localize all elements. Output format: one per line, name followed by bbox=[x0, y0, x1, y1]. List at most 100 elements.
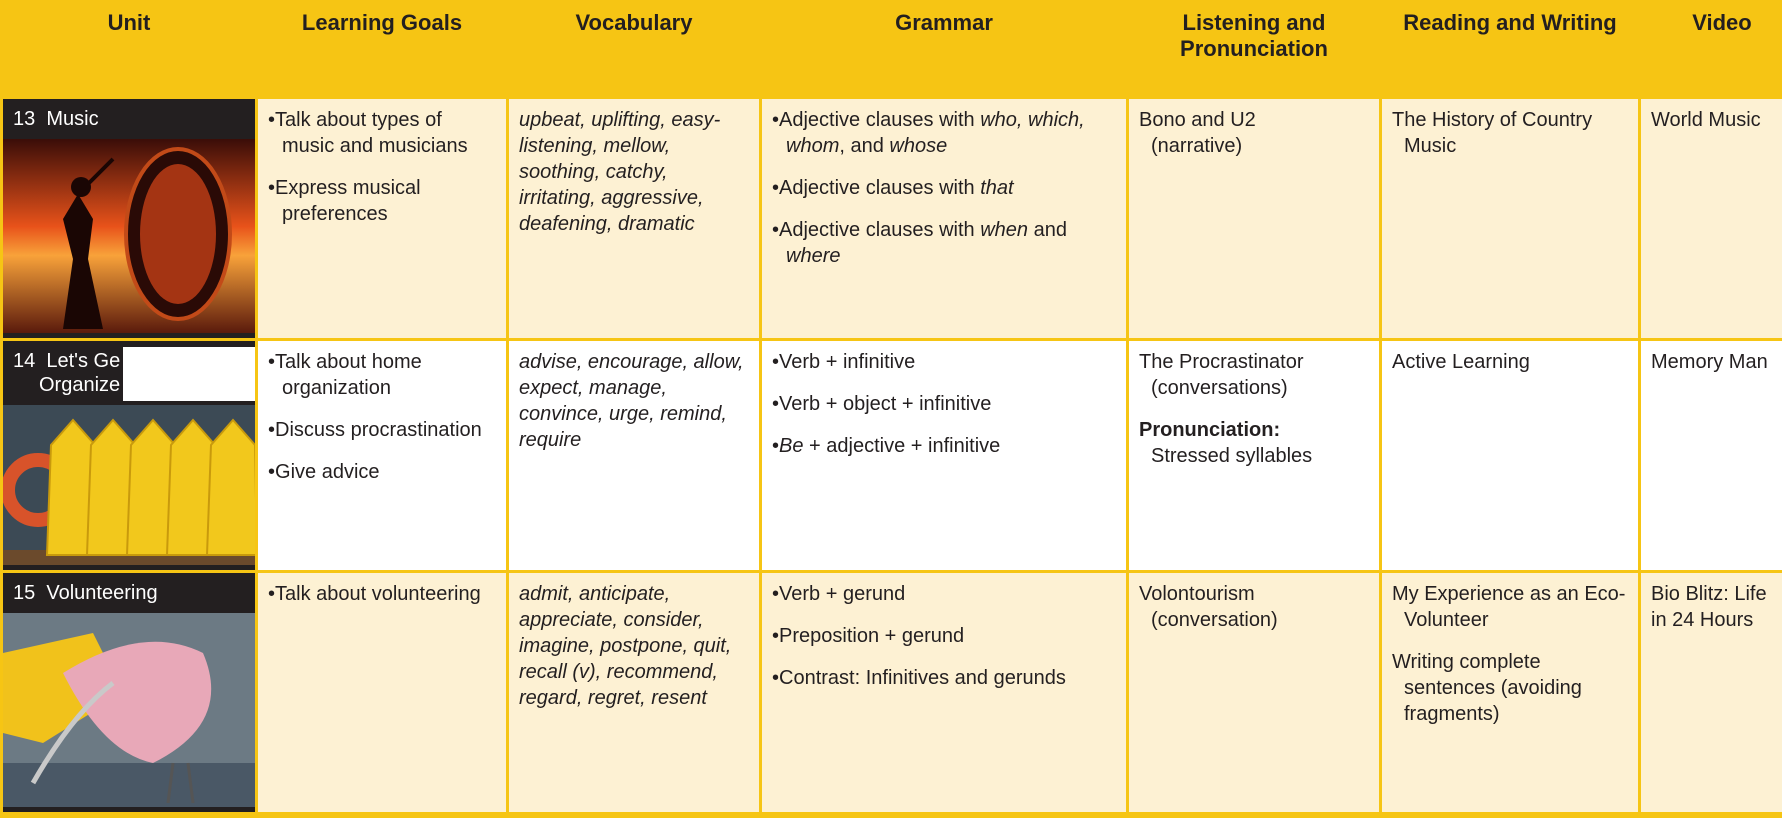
goal-item: Talk about volunteering bbox=[268, 581, 496, 607]
goal-item: Talk about types of music and musicians bbox=[268, 107, 496, 159]
grammar-cell: Verb + gerund Preposition + gerund Contras… bbox=[762, 572, 1126, 812]
video-title: Memory Man bbox=[1651, 351, 1768, 374]
unit-photo bbox=[3, 612, 255, 807]
reading-cell: My Experience as an Eco-Volunteer Writing… bbox=[1382, 572, 1638, 812]
grammar-item: Verb + infinitive bbox=[772, 349, 1116, 375]
vocabulary-cell: upbeat, uplifting, easy-listening, mello… bbox=[509, 99, 759, 339]
grammar-text: Adjective clauses with bbox=[779, 219, 981, 242]
header-cell: Reading and Writing bbox=[1382, 0, 1638, 97]
grammar-item: Preposition + gerund bbox=[772, 623, 1116, 649]
grammar-item: Be + adjective + infinitive bbox=[772, 433, 1116, 459]
unit-cell: 14 Let's Ge Organize bbox=[3, 341, 255, 570]
listening-detail: (conversation) bbox=[1151, 608, 1278, 631]
unit-row: 13 Music Talk about types of music and m… bbox=[3, 99, 1782, 339]
grammar-text: Verb + infinitive bbox=[779, 351, 916, 374]
grammar-text: and bbox=[1028, 219, 1067, 242]
vocabulary-cell: admit, anticipate, appreciate, consider,… bbox=[509, 572, 759, 812]
unit-number: 13 bbox=[13, 108, 36, 131]
grammar-text: Adjective clauses with bbox=[779, 177, 981, 200]
unit-photo bbox=[3, 405, 255, 566]
listening-title: Bono and U2 bbox=[1139, 109, 1256, 132]
grammar-cell: Verb + infinitive Verb + object + infinit… bbox=[762, 341, 1126, 570]
grammar-cell: Adjective clauses with who, which, whom,… bbox=[762, 99, 1126, 339]
goal-item: Give advice bbox=[268, 459, 496, 485]
goals-cell: Talk about volunteering bbox=[258, 572, 506, 812]
listening-cell: The Procrastinator (conversations) Pronunc… bbox=[1129, 341, 1379, 570]
grammar-item: Verb + gerund bbox=[772, 581, 1116, 607]
listening-item: Bono and U2 (narrative) bbox=[1139, 107, 1369, 159]
header-row: Unit Learning Goals Vocabulary Grammar L… bbox=[3, 0, 1782, 97]
reading-item: Writing complete sentences (avoiding fra… bbox=[1392, 650, 1582, 725]
video-cell: Memory Man bbox=[1641, 341, 1782, 570]
grammar-text: , and bbox=[839, 135, 890, 158]
goal-item: Talk about home organization bbox=[268, 349, 496, 401]
reading-cell: The History of Country Music bbox=[1382, 99, 1638, 339]
unit-cell: 15 Volunteering bbox=[3, 572, 255, 812]
goal-item: Discuss procrastination bbox=[268, 417, 496, 443]
grammar-item: Adjective clauses with that bbox=[772, 175, 1116, 201]
grammar-text: Contrast: Infinitives and gerunds bbox=[779, 666, 1066, 689]
video-title: World Music bbox=[1651, 109, 1761, 132]
listening-item: Volontourism (conversation) bbox=[1139, 581, 1369, 633]
grammar-item: Adjective clauses with when and where bbox=[772, 217, 1116, 269]
vocabulary-text: advise, encourage, allow, expect, manage… bbox=[519, 351, 744, 452]
grammar-item: Adjective clauses with who, which, whom,… bbox=[772, 107, 1116, 159]
unit-line: 14 Let's Ge bbox=[13, 349, 245, 373]
unit-title: Organize bbox=[39, 374, 121, 397]
video-title: Bio Blitz: Life in 24 Hours bbox=[1651, 582, 1767, 631]
header-cell: Vocabulary bbox=[509, 0, 759, 97]
unit-title: Let's Ge bbox=[46, 350, 121, 373]
grammar-item: Verb + object + infinitive bbox=[772, 391, 1116, 417]
reading-item: My Experience as an Eco-Volunteer bbox=[1392, 582, 1626, 631]
reading-item: Active Learning bbox=[1392, 351, 1530, 374]
listening-title: Pronunciation: bbox=[1139, 419, 1281, 442]
grammar-text: + adjective + infinitive bbox=[803, 435, 1001, 458]
grammar-text: where bbox=[786, 245, 841, 268]
grammar-text: who, which, whom bbox=[786, 109, 1085, 158]
grammar-item: Contrast: Infinitives and gerunds bbox=[772, 665, 1116, 691]
video-cell: World Music bbox=[1641, 99, 1782, 339]
unit-photo bbox=[3, 139, 255, 334]
unit-title: Music bbox=[46, 108, 99, 131]
grammar-text: when bbox=[980, 219, 1029, 242]
header-cell: Grammar bbox=[762, 0, 1126, 97]
unit-label: 15 Volunteering bbox=[3, 573, 255, 613]
grammar-text: that bbox=[980, 177, 1014, 200]
listening-item: The Procrastinator (conversations) bbox=[1139, 349, 1369, 401]
grammar-text: Preposition + gerund bbox=[779, 624, 965, 647]
listening-item: Pronunciation: Stressed syllables bbox=[1139, 417, 1369, 469]
unit-cell: 13 Music bbox=[3, 99, 255, 339]
header-cell: Listening and Pronunciation bbox=[1129, 0, 1379, 97]
reading-cell: Active Learning bbox=[1382, 341, 1638, 570]
unit-line: 15 Volunteering bbox=[13, 581, 245, 605]
grammar-text: Be bbox=[779, 435, 804, 458]
goals-cell: Talk about home organization Discuss proc… bbox=[258, 341, 506, 570]
unit-title: Volunteering bbox=[46, 581, 158, 604]
unit-label: 14 Let's Ge Organize bbox=[3, 341, 255, 405]
listening-detail: (conversations) bbox=[1151, 377, 1288, 400]
unit-label: 13 Music bbox=[3, 99, 255, 139]
listening-detail: (narrative) bbox=[1151, 135, 1243, 158]
goals-cell: Talk about types of music and musicians E… bbox=[258, 99, 506, 339]
listening-cell: Bono and U2 (narrative) bbox=[1129, 99, 1379, 339]
unit-line: Organize bbox=[13, 373, 245, 397]
listening-title: The Procrastinator bbox=[1139, 351, 1304, 374]
unit-number: 15 bbox=[13, 581, 36, 604]
grammar-text: Verb + gerund bbox=[779, 582, 906, 605]
vocabulary-text: admit, anticipate, appreciate, consider,… bbox=[519, 582, 732, 709]
grammar-text: whose bbox=[889, 135, 948, 158]
listening-detail: Stressed syllables bbox=[1151, 445, 1313, 468]
unit-line: 13 Music bbox=[13, 107, 245, 131]
listening-title: Volontourism bbox=[1139, 582, 1255, 605]
header-cell: Video bbox=[1641, 0, 1782, 97]
goal-item: Express musical preferences bbox=[268, 175, 496, 227]
video-cell: Bio Blitz: Life in 24 Hours bbox=[1641, 572, 1782, 812]
header-cell: Learning Goals bbox=[258, 0, 506, 97]
reading-item: The History of Country Music bbox=[1392, 109, 1593, 158]
vocabulary-cell: advise, encourage, allow, expect, manage… bbox=[509, 341, 759, 570]
grammar-text: Verb + object + infinitive bbox=[779, 393, 992, 416]
listening-cell: Volontourism (conversation) bbox=[1129, 572, 1379, 812]
unit-number: 14 bbox=[13, 350, 36, 373]
vocabulary-text: upbeat, uplifting, easy-listening, mello… bbox=[519, 109, 721, 236]
